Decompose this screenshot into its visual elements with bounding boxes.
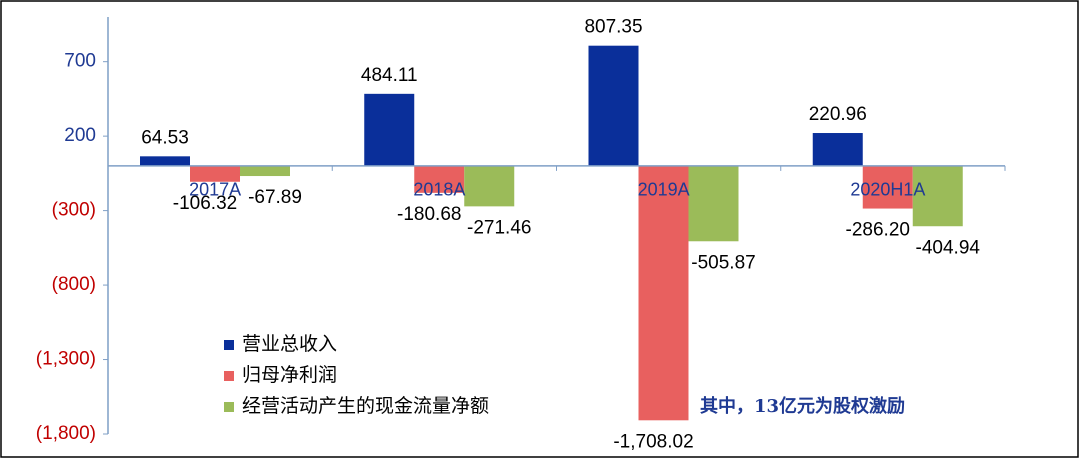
data-label: -106.32 bbox=[173, 193, 237, 214]
bar bbox=[638, 165, 689, 421]
annotation: 其中，13亿元为股权激励 bbox=[700, 395, 905, 417]
bar bbox=[190, 165, 240, 182]
data-label: -180.68 bbox=[397, 204, 461, 225]
legend-swatch bbox=[224, 340, 234, 350]
data-label: -286.20 bbox=[846, 220, 910, 241]
bar bbox=[912, 165, 963, 227]
y-tick-label: (300) bbox=[52, 200, 96, 221]
data-label: 64.53 bbox=[141, 127, 189, 148]
bar bbox=[812, 133, 863, 166]
data-label: -67.89 bbox=[248, 187, 302, 208]
bar bbox=[364, 93, 415, 166]
bar bbox=[140, 156, 190, 166]
data-label: -404.94 bbox=[916, 237, 981, 258]
data-label: 807.35 bbox=[584, 17, 642, 38]
bar bbox=[240, 165, 290, 177]
y-tick-label: (1,300) bbox=[36, 349, 96, 370]
bar bbox=[464, 165, 515, 207]
legend-swatch bbox=[224, 402, 234, 412]
legend-label: 经营活动产生的现金流量净额 bbox=[242, 395, 489, 417]
x-tick-label: 2020H1A bbox=[850, 180, 925, 200]
bar bbox=[688, 165, 739, 242]
y-tick-label: 700 bbox=[64, 51, 96, 72]
bar bbox=[414, 165, 465, 193]
y-tick-label: (1,800) bbox=[36, 423, 96, 444]
x-tick-label: 2018A bbox=[413, 180, 465, 200]
x-tick-label: 2017A bbox=[189, 180, 241, 200]
legend-label: 归母净利润 bbox=[242, 364, 337, 386]
legend-label: 营业总收入 bbox=[242, 333, 337, 355]
y-tick-label: (800) bbox=[52, 274, 96, 295]
bar bbox=[588, 45, 639, 166]
legend-swatch bbox=[224, 371, 234, 381]
data-label: 220.96 bbox=[809, 104, 867, 125]
data-label: -505.87 bbox=[691, 252, 755, 273]
y-tick-label: 200 bbox=[64, 125, 96, 146]
data-label: 484.11 bbox=[361, 65, 418, 86]
x-tick-label: 2019A bbox=[638, 180, 690, 200]
data-label: -1,708.02 bbox=[613, 431, 693, 452]
data-label: -271.46 bbox=[467, 217, 531, 238]
bar bbox=[862, 165, 913, 209]
